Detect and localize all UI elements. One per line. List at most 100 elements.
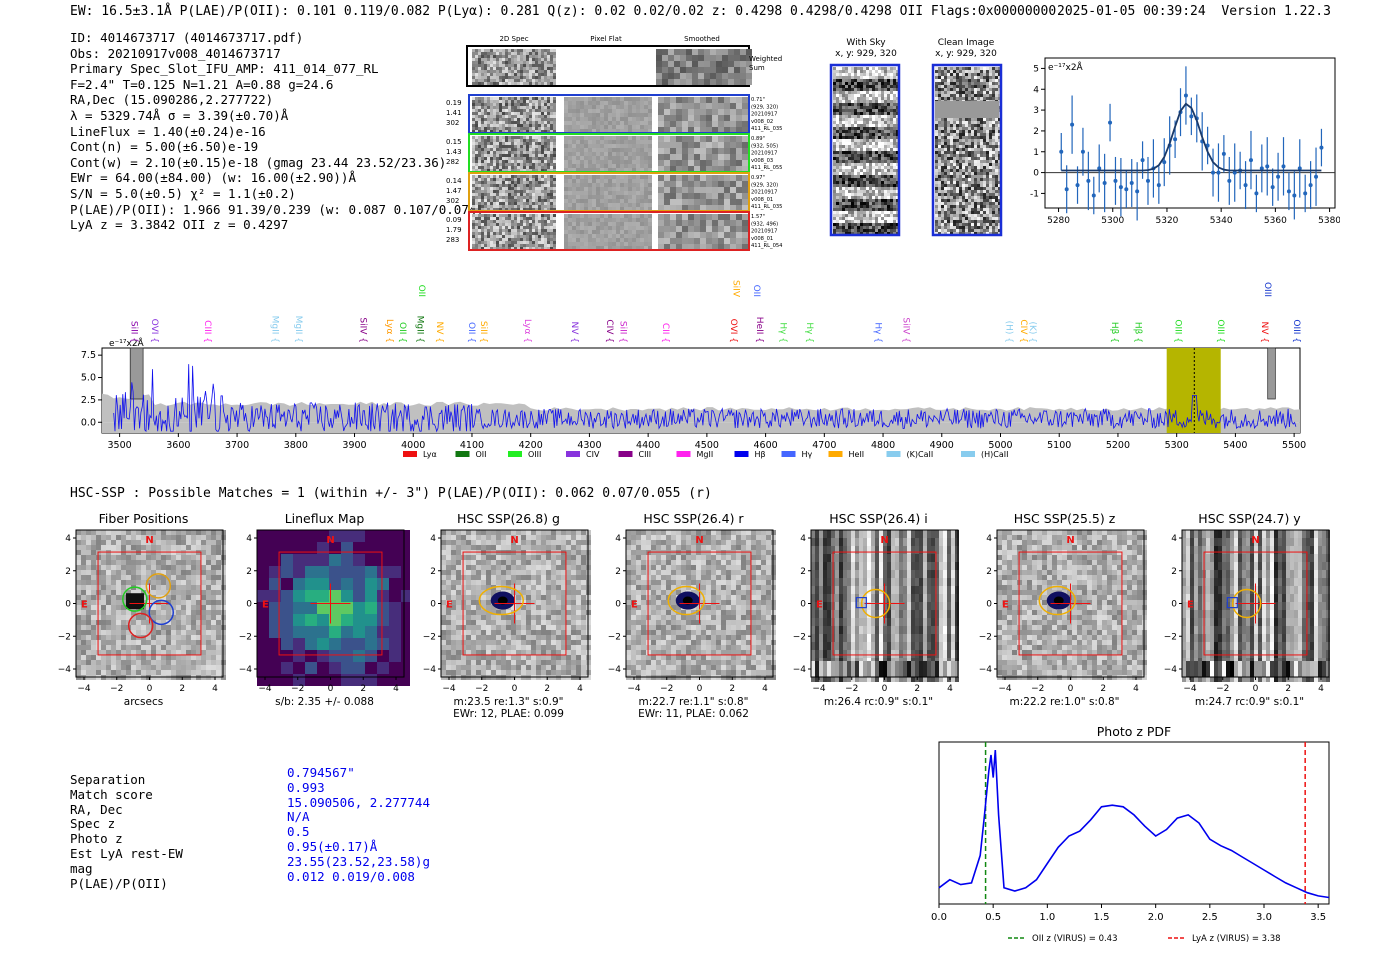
pixel <box>481 100 484 103</box>
pixel <box>544 139 547 142</box>
pixel <box>496 49 499 52</box>
pixel <box>896 97 899 100</box>
pixel <box>478 226 481 229</box>
pixel <box>490 232 493 235</box>
pixel <box>965 133 968 136</box>
pixel <box>896 193 899 196</box>
pixel <box>475 202 478 205</box>
pixel <box>532 148 535 151</box>
pixel <box>860 112 863 115</box>
pixel <box>893 184 896 187</box>
pixel <box>588 175 592 179</box>
pixel <box>896 76 899 79</box>
pixel <box>541 124 544 127</box>
pixel <box>857 214 860 217</box>
pixel <box>833 85 836 88</box>
pixel <box>628 246 632 250</box>
spec2d-row-info: 1.57" <box>751 214 765 220</box>
pixel <box>529 244 532 247</box>
pixel <box>971 139 974 142</box>
pixel <box>947 124 950 127</box>
pixel <box>857 94 860 97</box>
pixel <box>505 97 508 100</box>
pixel <box>688 187 694 193</box>
pixel <box>884 127 887 130</box>
pixel <box>490 61 493 64</box>
pixel <box>572 214 576 218</box>
pixel <box>842 73 845 76</box>
spec2d-col-label: Pixel Flat <box>590 35 622 43</box>
pixel <box>965 76 968 79</box>
pixel <box>572 156 576 160</box>
pixel <box>511 193 514 196</box>
pixel <box>857 70 860 73</box>
pixel <box>600 187 604 191</box>
pixel <box>878 73 881 76</box>
pixel <box>640 191 644 195</box>
pixel <box>881 136 884 139</box>
pixel <box>869 208 872 211</box>
pixel <box>977 154 980 157</box>
pixel <box>878 208 881 211</box>
pixel <box>541 55 544 58</box>
pixel <box>529 115 532 118</box>
pixel <box>722 61 728 67</box>
pixel <box>640 222 644 226</box>
pixel <box>514 196 517 199</box>
pixel <box>875 106 878 109</box>
pixel <box>872 151 875 154</box>
pixel <box>953 145 956 148</box>
pixel <box>604 144 608 148</box>
pixel <box>848 109 851 112</box>
pixel <box>658 97 664 103</box>
pixel <box>538 196 541 199</box>
pixel <box>564 179 568 183</box>
pixel <box>836 166 839 169</box>
pixel <box>710 55 716 61</box>
pixel <box>965 154 968 157</box>
pixel <box>866 127 869 130</box>
pixel <box>523 112 526 115</box>
pixel <box>694 148 700 154</box>
pixel <box>517 166 520 169</box>
pixel <box>514 166 517 169</box>
pixel <box>890 94 893 97</box>
pixel <box>887 130 890 133</box>
pixel <box>538 229 541 232</box>
pixel <box>526 214 529 217</box>
pixel <box>612 242 616 246</box>
pixel <box>674 67 680 73</box>
pixel <box>842 142 845 145</box>
pixel <box>529 241 532 244</box>
pixel <box>640 113 644 117</box>
pixel <box>722 79 728 85</box>
pixel <box>636 136 640 140</box>
pixel <box>508 154 511 157</box>
pixel <box>890 145 893 148</box>
pixel <box>484 229 487 232</box>
pixel <box>508 112 511 115</box>
pixel <box>502 55 505 58</box>
pixel <box>875 232 878 235</box>
pixel <box>890 187 893 190</box>
pixel <box>848 190 851 193</box>
pixel <box>694 160 700 166</box>
pixel <box>592 168 596 172</box>
pixel <box>884 151 887 154</box>
pixel <box>600 203 604 207</box>
pixel <box>538 205 541 208</box>
pixel <box>576 195 580 199</box>
pixel <box>983 67 986 70</box>
pixel <box>965 160 968 163</box>
pixel <box>526 136 529 139</box>
pixel <box>866 133 869 136</box>
pixel <box>718 181 724 187</box>
pixel <box>517 235 520 238</box>
pixel <box>863 136 866 139</box>
pixel <box>938 127 941 130</box>
pixel <box>636 156 640 160</box>
pixel <box>700 187 706 193</box>
pixel <box>564 183 568 187</box>
pixel <box>854 79 857 82</box>
pixel <box>959 124 962 127</box>
